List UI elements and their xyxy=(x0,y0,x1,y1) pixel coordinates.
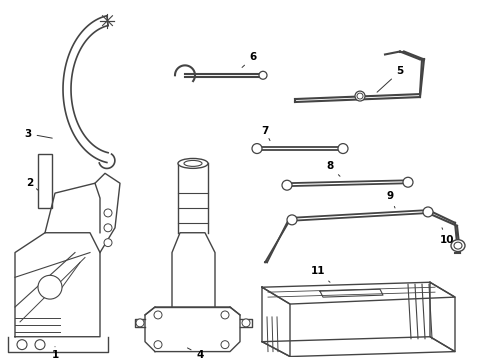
Circle shape xyxy=(251,144,262,153)
Text: 6: 6 xyxy=(242,53,256,67)
Text: 4: 4 xyxy=(187,348,203,360)
Ellipse shape xyxy=(450,240,464,252)
Circle shape xyxy=(259,71,266,79)
Ellipse shape xyxy=(453,242,461,249)
FancyBboxPatch shape xyxy=(38,153,52,208)
Text: 10: 10 xyxy=(439,228,453,245)
Ellipse shape xyxy=(178,158,207,168)
Text: 9: 9 xyxy=(386,191,394,208)
Circle shape xyxy=(354,91,364,101)
Circle shape xyxy=(35,340,45,350)
Circle shape xyxy=(402,177,412,187)
Circle shape xyxy=(356,93,362,99)
Text: 3: 3 xyxy=(24,129,52,139)
Circle shape xyxy=(221,341,228,348)
Circle shape xyxy=(221,311,228,319)
Circle shape xyxy=(154,311,162,319)
Circle shape xyxy=(104,239,112,247)
Circle shape xyxy=(38,275,62,299)
Text: 2: 2 xyxy=(26,178,38,190)
Circle shape xyxy=(337,144,347,153)
Circle shape xyxy=(286,215,296,225)
Circle shape xyxy=(154,341,162,348)
Circle shape xyxy=(17,340,27,350)
Text: 11: 11 xyxy=(310,266,329,282)
Circle shape xyxy=(242,319,249,327)
Text: 5: 5 xyxy=(376,66,403,92)
Circle shape xyxy=(104,224,112,232)
Circle shape xyxy=(104,209,112,217)
Circle shape xyxy=(282,180,291,190)
Ellipse shape xyxy=(183,161,202,166)
Text: 7: 7 xyxy=(261,126,269,141)
Circle shape xyxy=(422,207,432,217)
Circle shape xyxy=(136,319,143,327)
Text: 8: 8 xyxy=(325,161,339,176)
Text: 1: 1 xyxy=(51,347,59,360)
